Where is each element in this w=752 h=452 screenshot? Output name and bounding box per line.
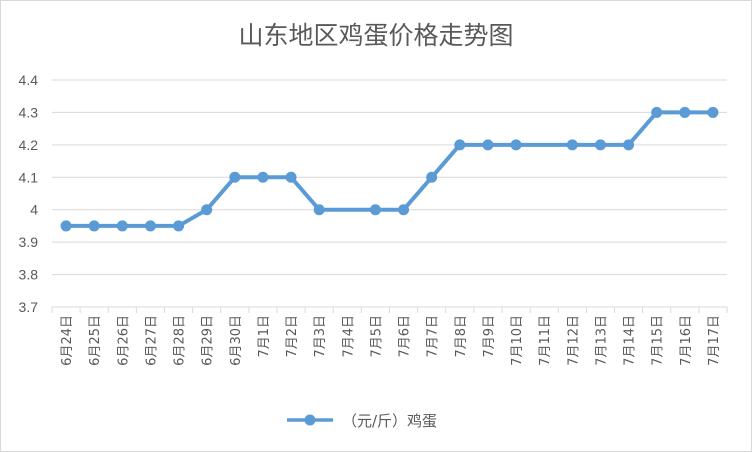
- x-tick-label: 7月14日: [623, 315, 638, 366]
- x-tick-label: 7月2日: [285, 315, 300, 358]
- data-point: [313, 204, 325, 216]
- legend-marker-icon: [304, 414, 316, 426]
- legend: （元/斤）鸡蛋: [287, 412, 437, 430]
- y-tick-label: 3.8: [19, 267, 39, 283]
- data-point: [60, 220, 72, 232]
- x-tick-label: 6月25日: [88, 315, 103, 366]
- data-point: [229, 171, 241, 183]
- data-point: [454, 139, 466, 151]
- data-point: [594, 139, 606, 151]
- x-tick-label: 7月9日: [482, 315, 497, 358]
- x-tick-label: 7月3日: [313, 315, 328, 358]
- data-point: [369, 204, 381, 216]
- data-point: [482, 139, 494, 151]
- y-tick-label: 4.4: [19, 72, 39, 88]
- x-tick-label: 7月10日: [510, 315, 525, 366]
- data-point: [144, 220, 156, 232]
- x-tick-label: 7月5日: [369, 315, 384, 358]
- data-point: [623, 139, 635, 151]
- x-tick-label: 7月1日: [257, 315, 272, 358]
- y-tick-label: 4: [30, 202, 38, 218]
- x-tick-label: 7月15日: [651, 315, 666, 366]
- x-tick-label: 7月8日: [454, 315, 469, 358]
- x-tick-label: 6月30日: [229, 315, 244, 366]
- y-tick-label: 3.7: [19, 299, 39, 315]
- x-tick-label: 7月4日: [341, 315, 356, 358]
- data-point: [116, 220, 128, 232]
- y-tick-label: 3.9: [19, 234, 39, 250]
- y-tick-label: 4.3: [19, 104, 39, 120]
- data-point: [257, 171, 269, 183]
- x-tick-label: 7月11日: [538, 315, 553, 366]
- data-point: [173, 220, 185, 232]
- x-tick-label: 6月24日: [60, 315, 75, 366]
- data-point: [566, 139, 578, 151]
- data-point: [651, 106, 663, 118]
- x-tick-label: 6月27日: [144, 315, 159, 366]
- data-point: [510, 139, 522, 151]
- data-point: [88, 220, 100, 232]
- series-group: [60, 106, 719, 232]
- data-point: [285, 171, 297, 183]
- data-point: [707, 106, 719, 118]
- x-tick-label: 6月26日: [116, 315, 131, 366]
- x-axis: 6月24日 6月25日 6月26日 6月27日 6月28日 6月29日 6月30日 7月1日 7…: [51, 307, 728, 366]
- data-point: [398, 204, 410, 216]
- x-tick-label: 7月13日: [594, 315, 609, 366]
- x-tick-label: 7月17日: [707, 315, 722, 366]
- data-point: [201, 204, 213, 216]
- x-tick-label: 7月7日: [426, 315, 441, 358]
- data-point: [679, 106, 691, 118]
- x-tick-label: 7月16日: [679, 315, 694, 366]
- x-tick-label: 6月28日: [173, 315, 188, 366]
- x-tick-label: 7月6日: [398, 315, 413, 358]
- data-point: [426, 171, 438, 183]
- y-axis: 3.7 3.8 3.9 4 4.1 4.2 4.3 4.4: [19, 72, 39, 315]
- y-tick-label: 4.2: [19, 137, 39, 153]
- gridlines: [52, 79, 727, 308]
- chart-title: 山东地区鸡蛋价格走势图: [238, 21, 513, 50]
- x-tick-label: 7月12日: [566, 315, 581, 366]
- series-line: [64, 110, 715, 228]
- y-tick-label: 4.1: [19, 169, 39, 185]
- legend-label: （元/斤）鸡蛋: [342, 412, 437, 430]
- x-tick-label: 6月29日: [201, 315, 216, 366]
